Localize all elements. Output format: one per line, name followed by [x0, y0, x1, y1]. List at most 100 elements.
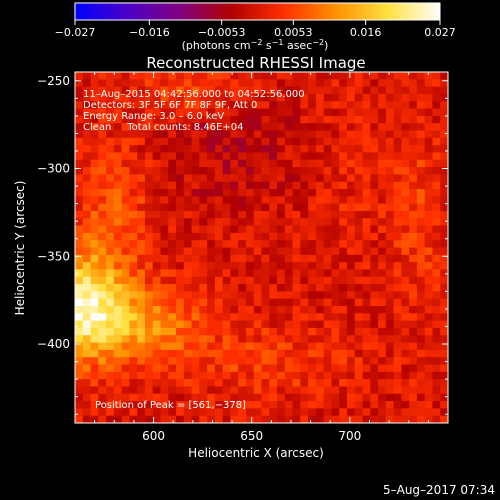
annotation-energy-range: Energy Range: 3.0 – 6.0 keV: [83, 111, 224, 122]
heatmap-cell: [113, 196, 123, 205]
heatmap-cell: [323, 210, 333, 219]
heatmap-cell: [385, 218, 395, 227]
heatmap-cell: [424, 364, 434, 373]
x-tick-label: 600: [142, 429, 165, 443]
heatmap-cell: [75, 386, 84, 395]
heatmap-cell: [269, 174, 278, 183]
heatmap-cell: [292, 386, 301, 395]
heatmap-cell: [440, 232, 448, 241]
heatmap-cell: [370, 210, 379, 219]
heatmap-cell: [277, 379, 286, 388]
heatmap-cell: [277, 401, 286, 409]
heatmap-cell: [385, 137, 395, 146]
heatmap-cell: [152, 225, 162, 234]
heatmap-cell: [90, 145, 99, 154]
heatmap-cell: [106, 181, 115, 190]
heatmap-cell: [339, 203, 348, 212]
heatmap-cell: [416, 101, 426, 110]
heatmap-cell: [214, 371, 224, 380]
heatmap-cell: [113, 159, 123, 168]
heatmap-cell: [269, 284, 278, 292]
heatmap-cell: [168, 247, 177, 256]
heatmap-cell: [424, 174, 434, 183]
heatmap-cell: [129, 203, 138, 212]
heatmap-cell: [331, 152, 340, 161]
heatmap-cell: [315, 393, 325, 402]
heatmap-cell: [261, 269, 270, 278]
heatmap-cell: [292, 167, 301, 175]
heatmap-cell: [432, 218, 441, 227]
heatmap-cell: [144, 93, 154, 102]
heatmap-cell: [253, 145, 263, 154]
heatmap-cell: [245, 203, 255, 212]
heatmap-cell: [284, 159, 294, 168]
heatmap-cell: [315, 284, 325, 292]
heatmap-cell: [253, 79, 263, 88]
heatmap-cell: [284, 86, 294, 95]
heatmap-cell: [90, 386, 99, 395]
heatmap-cell: [269, 327, 278, 336]
heatmap-cell: [75, 415, 84, 423]
heatmap-cell: [121, 218, 130, 227]
heatmap-cell: [346, 276, 356, 285]
heatmap-cell: [409, 357, 418, 366]
heatmap-cell: [440, 327, 448, 336]
heatmap-cell: [308, 408, 317, 417]
heatmap-cell: [331, 240, 340, 249]
heatmap-cell: [90, 115, 99, 124]
heatmap-cell: [222, 93, 232, 102]
heatmap-cell: [113, 254, 123, 263]
heatmap-cell: [315, 137, 325, 146]
heatmap-cell: [300, 189, 309, 197]
heatmap-cell: [362, 379, 371, 388]
heatmap-cell: [269, 342, 278, 351]
heatmap-cell: [245, 240, 255, 249]
heatmap-cell: [160, 284, 169, 292]
heatmap-cell: [121, 108, 130, 117]
heatmap-cell: [409, 276, 418, 285]
heatmap-cell: [176, 254, 185, 263]
heatmap-cell: [261, 108, 270, 117]
heatmap-cell: [292, 364, 301, 373]
heatmap-cell: [339, 342, 348, 351]
heatmap-cell: [323, 181, 333, 190]
heatmap-cell: [409, 115, 418, 124]
heatmap-cell: [121, 123, 130, 132]
heatmap-cell: [176, 357, 185, 366]
heatmap-cell: [292, 174, 301, 183]
heatmap-cell: [98, 401, 107, 409]
heatmap-cell: [207, 108, 216, 117]
heatmap-cell: [214, 137, 224, 146]
heatmap-cell: [207, 393, 216, 402]
heatmap-cell: [230, 357, 239, 366]
heatmap-cell: [207, 284, 216, 292]
heatmap-cell: [222, 284, 232, 292]
heatmap-cell: [440, 101, 448, 110]
heatmap-cell: [362, 145, 371, 154]
heatmap-cell: [378, 79, 387, 88]
heatmap-cell: [113, 379, 123, 388]
heatmap-cell: [207, 371, 216, 380]
heatmap-cell: [269, 218, 278, 227]
heatmap-cell: [238, 415, 247, 423]
heatmap-cell: [432, 247, 441, 256]
heatmap-cell: [106, 115, 115, 124]
heatmap-cell: [315, 232, 325, 241]
heatmap-cell: [176, 284, 185, 292]
heatmap-cell: [98, 408, 107, 417]
plot-frame: [74, 71, 449, 424]
heatmap-cell: [339, 415, 348, 423]
heatmap-cell: [230, 298, 239, 307]
heatmap-cell: [245, 269, 255, 278]
heatmap-cell: [277, 371, 286, 380]
heatmap-cell: [144, 130, 154, 139]
heatmap-cell: [331, 349, 340, 358]
heatmap-cell: [424, 291, 434, 300]
heatmap-cell: [354, 313, 364, 322]
heatmap-cell: [191, 152, 200, 161]
heatmap-cell: [370, 240, 379, 249]
heatmap-cell: [144, 115, 154, 124]
heatmap-cell: [292, 115, 301, 124]
heatmap-cell: [354, 349, 364, 358]
heatmap-cell: [378, 371, 387, 380]
